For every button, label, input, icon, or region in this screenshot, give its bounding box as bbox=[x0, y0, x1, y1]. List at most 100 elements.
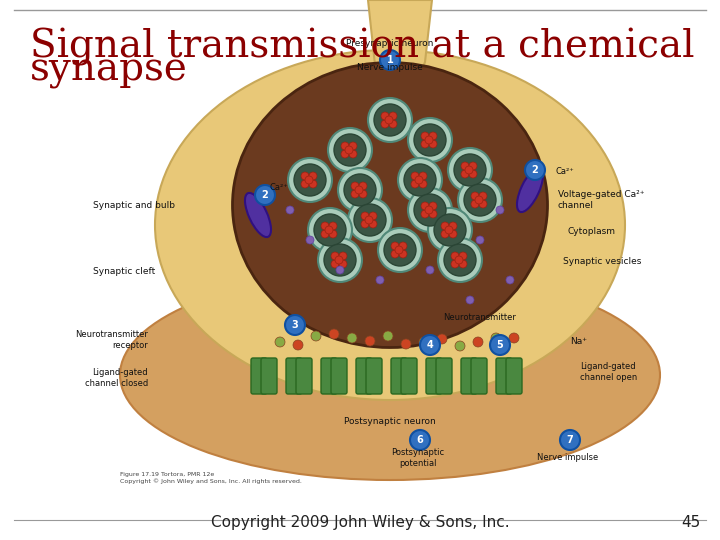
Text: Ligand-gated
channel open: Ligand-gated channel open bbox=[580, 362, 637, 382]
FancyBboxPatch shape bbox=[426, 358, 442, 394]
FancyBboxPatch shape bbox=[366, 358, 382, 394]
Circle shape bbox=[560, 430, 580, 450]
Ellipse shape bbox=[517, 168, 543, 212]
Circle shape bbox=[401, 339, 411, 349]
Text: Ca²⁺: Ca²⁺ bbox=[270, 184, 289, 192]
Circle shape bbox=[321, 230, 329, 238]
Circle shape bbox=[414, 194, 446, 226]
Circle shape bbox=[329, 230, 337, 238]
Circle shape bbox=[398, 158, 442, 202]
Circle shape bbox=[285, 315, 305, 335]
Circle shape bbox=[329, 222, 337, 230]
Circle shape bbox=[451, 252, 459, 260]
Circle shape bbox=[404, 164, 436, 196]
Circle shape bbox=[444, 244, 476, 276]
Text: Voltage-gated Ca²⁺
channel: Voltage-gated Ca²⁺ channel bbox=[558, 190, 644, 210]
Circle shape bbox=[399, 242, 407, 250]
Text: Cytoplasm: Cytoplasm bbox=[568, 227, 616, 237]
Text: Neurotransmitter
receptor: Neurotransmitter receptor bbox=[75, 330, 148, 350]
Circle shape bbox=[359, 190, 367, 198]
Circle shape bbox=[479, 192, 487, 200]
Circle shape bbox=[334, 134, 366, 166]
FancyBboxPatch shape bbox=[261, 358, 277, 394]
Circle shape bbox=[420, 335, 440, 355]
Circle shape bbox=[369, 212, 377, 220]
Circle shape bbox=[306, 236, 314, 244]
Circle shape bbox=[469, 162, 477, 170]
Circle shape bbox=[355, 186, 363, 194]
FancyBboxPatch shape bbox=[296, 358, 312, 394]
FancyBboxPatch shape bbox=[401, 358, 417, 394]
Circle shape bbox=[341, 142, 349, 150]
Circle shape bbox=[305, 176, 313, 184]
Circle shape bbox=[286, 206, 294, 214]
FancyBboxPatch shape bbox=[506, 358, 522, 394]
Circle shape bbox=[459, 252, 467, 260]
Circle shape bbox=[293, 340, 303, 350]
FancyBboxPatch shape bbox=[356, 358, 372, 394]
Circle shape bbox=[345, 146, 353, 154]
Circle shape bbox=[301, 172, 309, 180]
Circle shape bbox=[341, 150, 349, 158]
Text: Na⁺: Na⁺ bbox=[570, 338, 587, 347]
Circle shape bbox=[311, 331, 321, 341]
FancyBboxPatch shape bbox=[471, 358, 487, 394]
Circle shape bbox=[389, 112, 397, 120]
Circle shape bbox=[429, 202, 437, 210]
Circle shape bbox=[318, 238, 362, 282]
Circle shape bbox=[455, 256, 463, 264]
Text: 5: 5 bbox=[497, 340, 503, 350]
Text: synapse: synapse bbox=[30, 52, 188, 89]
Circle shape bbox=[449, 230, 457, 238]
Text: Synaptic vesicles: Synaptic vesicles bbox=[563, 258, 642, 267]
Circle shape bbox=[374, 104, 406, 136]
Text: Presynaptic neuron: Presynaptic neuron bbox=[346, 38, 433, 48]
Circle shape bbox=[325, 226, 333, 234]
Circle shape bbox=[471, 192, 479, 200]
Circle shape bbox=[329, 329, 339, 339]
Polygon shape bbox=[368, 0, 432, 88]
Circle shape bbox=[338, 168, 382, 212]
Circle shape bbox=[365, 336, 375, 346]
Circle shape bbox=[308, 208, 352, 252]
Circle shape bbox=[376, 276, 384, 284]
Circle shape bbox=[378, 228, 422, 272]
Circle shape bbox=[324, 244, 356, 276]
Circle shape bbox=[294, 164, 326, 196]
Circle shape bbox=[369, 220, 377, 228]
Circle shape bbox=[414, 124, 446, 156]
Circle shape bbox=[490, 335, 510, 355]
Circle shape bbox=[361, 220, 369, 228]
Circle shape bbox=[411, 172, 419, 180]
Circle shape bbox=[419, 180, 427, 188]
FancyBboxPatch shape bbox=[461, 358, 477, 394]
Circle shape bbox=[491, 333, 501, 343]
Circle shape bbox=[411, 180, 419, 188]
Circle shape bbox=[429, 140, 437, 148]
Circle shape bbox=[351, 190, 359, 198]
Circle shape bbox=[455, 341, 465, 351]
Circle shape bbox=[434, 214, 466, 246]
Text: Postsynaptic neuron: Postsynaptic neuron bbox=[344, 417, 436, 427]
FancyBboxPatch shape bbox=[321, 358, 337, 394]
Text: Nerve impulse: Nerve impulse bbox=[537, 454, 598, 462]
Circle shape bbox=[288, 158, 332, 202]
Circle shape bbox=[336, 266, 344, 274]
Circle shape bbox=[445, 226, 453, 234]
Circle shape bbox=[479, 200, 487, 208]
Circle shape bbox=[425, 206, 433, 214]
Circle shape bbox=[425, 136, 433, 144]
Circle shape bbox=[421, 140, 429, 148]
Ellipse shape bbox=[155, 50, 625, 400]
Text: Synaptic cleft: Synaptic cleft bbox=[93, 267, 155, 276]
Circle shape bbox=[383, 331, 393, 341]
Circle shape bbox=[410, 430, 430, 450]
Text: Signal transmission at a chemical: Signal transmission at a chemical bbox=[30, 28, 695, 66]
Circle shape bbox=[381, 120, 389, 128]
Circle shape bbox=[461, 170, 469, 178]
Circle shape bbox=[344, 174, 376, 206]
Text: Copyright 2009 John Wiley & Sons, Inc.: Copyright 2009 John Wiley & Sons, Inc. bbox=[211, 515, 509, 530]
Circle shape bbox=[458, 178, 502, 222]
Circle shape bbox=[347, 333, 357, 343]
Circle shape bbox=[384, 234, 416, 266]
